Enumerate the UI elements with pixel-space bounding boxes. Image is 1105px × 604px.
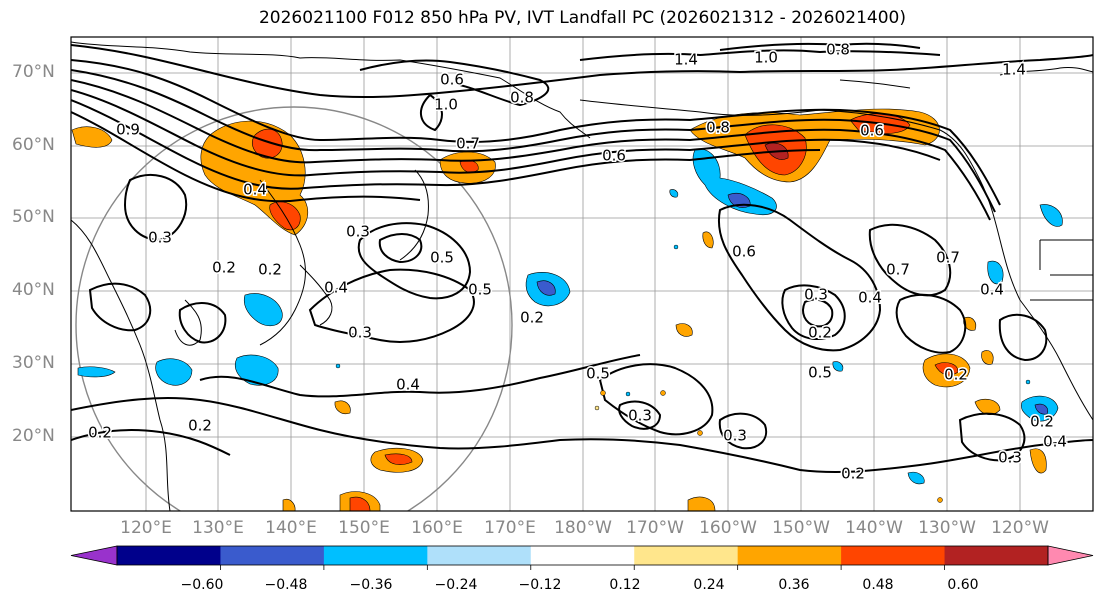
lon-label-120e: 120°E xyxy=(120,518,172,538)
colorbar-segment xyxy=(737,546,842,565)
colorbar-segment xyxy=(323,546,428,565)
lon-label-150w: 150°W xyxy=(772,518,830,538)
lon-label-120w: 120°W xyxy=(991,518,1049,538)
lon-label-170w: 170°W xyxy=(626,518,684,538)
colorbar-tick-label: −0.24 xyxy=(434,577,478,593)
pv-negative-shading xyxy=(77,148,1063,485)
colorbar-tick-label: 0.48 xyxy=(862,577,894,593)
contour-label: 0.7 xyxy=(886,261,910,279)
contour-label: 0.8 xyxy=(706,119,730,137)
lon-label-130w: 130°W xyxy=(918,518,976,538)
contour-label: 0.3 xyxy=(723,427,747,445)
contour-label: 0.2 xyxy=(520,309,544,327)
contour-label: 0.6 xyxy=(860,122,884,140)
colorbar-segment xyxy=(841,546,946,565)
coastlines xyxy=(71,41,1093,511)
contour-label: 1.4 xyxy=(674,51,698,69)
pv-contours xyxy=(71,42,1093,474)
graticule xyxy=(71,37,1093,511)
small-features xyxy=(335,244,1031,503)
contour-label: 0.2 xyxy=(841,465,865,483)
contour-label: 0.4 xyxy=(1043,433,1067,451)
lon-label-170e: 170°E xyxy=(484,518,536,538)
contour-label: 0.5 xyxy=(468,281,492,299)
contour-label: 0.5 xyxy=(430,249,454,267)
contour-label: 0.3 xyxy=(346,223,370,241)
lat-label-30n: 30°N xyxy=(12,353,55,373)
lat-label-40n: 40°N xyxy=(12,280,55,300)
colorbar-extend-max xyxy=(1047,545,1094,566)
lon-label-140e: 140°E xyxy=(265,518,317,538)
contour-label: 0.2 xyxy=(944,366,968,384)
contour-label: 0.5 xyxy=(808,364,832,382)
contour-label: 0.3 xyxy=(348,324,372,342)
map-frame xyxy=(70,36,1094,512)
contour-label: 0.2 xyxy=(212,259,236,277)
colorbar-tick-label: −0.60 xyxy=(180,577,224,593)
colorbar-tick-label: 0.24 xyxy=(693,577,725,593)
lat-label-20n: 20°N xyxy=(12,426,55,446)
colorbar-frame xyxy=(116,545,1049,566)
lat-label-70n: 70°N xyxy=(12,62,55,82)
contour-label: 0.4 xyxy=(858,289,882,307)
contour-label: 1.4 xyxy=(1002,61,1026,79)
contour-label: 0.2 xyxy=(808,324,832,342)
lat-label-60n: 60°N xyxy=(12,135,55,155)
contour-label: 0.4 xyxy=(396,376,420,394)
colorbar-segment xyxy=(944,546,1049,565)
colorbar-tick-label: −0.48 xyxy=(264,577,308,593)
contour-label: 0.4 xyxy=(243,181,267,199)
colorbar-tick-label: 0.36 xyxy=(778,577,810,593)
colorbar-segment xyxy=(634,546,739,565)
colorbar-segment xyxy=(117,546,221,565)
contour-label: 0.7 xyxy=(456,135,480,153)
lat-label-50n: 50°N xyxy=(12,207,55,227)
lon-label-150e: 150°E xyxy=(338,518,390,538)
colorbar-segment xyxy=(427,546,532,565)
contour-label: 0.5 xyxy=(586,365,610,383)
contour-label: 1.0 xyxy=(754,49,778,67)
contour-label: 0.3 xyxy=(628,407,652,425)
contour-label: 0.8 xyxy=(510,89,534,107)
landfall-radius-circle xyxy=(75,106,513,511)
colorbar-tick-label: −0.12 xyxy=(518,577,562,593)
colorbar-segment xyxy=(220,546,325,565)
map-panel: 1.0 0.8 0.6 1.4 1.0 0.8 1.4 0.9 0.7 0.8 0.4 0.6 0.6 0… xyxy=(71,37,1093,511)
contour-label: 0.8 xyxy=(826,41,850,59)
contour-label: 0.4 xyxy=(324,279,348,297)
contour-label: 0.3 xyxy=(998,449,1022,467)
contour-label: 0.6 xyxy=(732,243,756,261)
contour-label: 0.3 xyxy=(148,229,172,247)
lon-label-160e: 160°E xyxy=(411,518,463,538)
pv-positive-shading xyxy=(71,108,1047,511)
contour-label: 1.0 xyxy=(434,96,458,114)
figure-title: 2026021100 F012 850 hPa PV, IVT Landfall… xyxy=(258,8,906,28)
colorbar-segment xyxy=(530,546,635,565)
colorbar-tick-label: 0.12 xyxy=(609,577,641,593)
colorbar-extend-min xyxy=(70,545,118,566)
colorbar-tick-label: −0.36 xyxy=(349,577,393,593)
contour-label: 0.2 xyxy=(88,424,112,442)
lon-label-180w: 180°W xyxy=(554,518,612,538)
contour-labels: 1.0 0.8 0.6 1.4 1.0 0.8 1.4 0.9 0.7 0.8 0.4 0.6 0.6 0… xyxy=(87,39,1069,484)
contour-label: 0.6 xyxy=(440,71,464,89)
lon-label-160w: 160°W xyxy=(699,518,757,538)
colorbar-tick-label: 0.60 xyxy=(947,577,979,593)
colorbar xyxy=(70,545,1094,570)
lon-label-140w: 140°W xyxy=(845,518,903,538)
contour-label: 0.6 xyxy=(602,147,626,165)
lon-label-130e: 130°E xyxy=(192,518,244,538)
contour-label: 0.9 xyxy=(116,121,140,139)
contour-label: 0.2 xyxy=(188,417,212,435)
contour-label: 0.7 xyxy=(936,249,960,267)
contour-label: 0.4 xyxy=(980,281,1004,299)
contour-label: 0.3 xyxy=(804,286,828,304)
contour-label: 0.2 xyxy=(258,261,282,279)
contour-label: 0.2 xyxy=(1030,413,1054,431)
